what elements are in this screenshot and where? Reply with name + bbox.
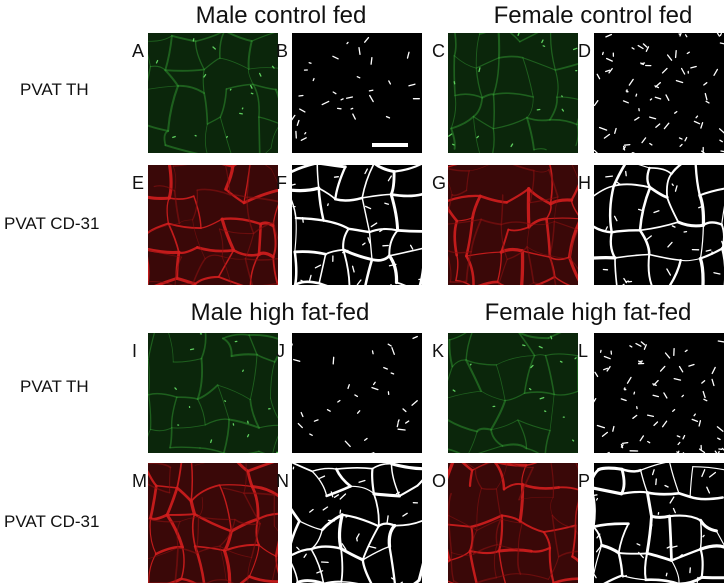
row-label-th-1: PVAT TH	[20, 80, 89, 100]
panel-letter-c: C	[432, 41, 445, 61]
panel-letter-e: E	[132, 173, 144, 193]
panel-letter-a: A	[132, 41, 144, 61]
panel-letter-d: D	[578, 41, 591, 61]
panel-letter-f: F	[276, 173, 287, 193]
micrograph-panel-h	[594, 165, 724, 285]
row-label-cd31-2: PVAT CD-31	[4, 512, 99, 532]
micrograph-panel-j	[292, 333, 422, 453]
panel-letter-h: H	[578, 173, 591, 193]
micrograph-panel-c	[448, 33, 578, 153]
panel-letter-l: L	[578, 341, 588, 361]
row-label-cd31-1: PVAT CD-31	[4, 214, 99, 234]
micrograph-panel-l	[594, 333, 724, 453]
micrograph-panel-m	[148, 463, 278, 583]
panel-letter-o: O	[432, 471, 446, 491]
header-male-control: Male control fed	[176, 2, 386, 30]
micrograph-panel-e	[148, 165, 278, 285]
panel-letter-m: M	[132, 471, 147, 491]
row-label-th-2: PVAT TH	[20, 377, 89, 397]
panel-letter-n: N	[276, 471, 289, 491]
micrograph-panel-p	[594, 463, 724, 583]
panel-letter-b: B	[276, 41, 288, 61]
header-male-hf: Male high fat-fed	[170, 299, 390, 327]
micrograph-panel-f	[292, 165, 422, 285]
header-female-control: Female control fed	[478, 2, 708, 30]
panel-letter-k: K	[432, 341, 444, 361]
panel-letter-p: P	[578, 471, 590, 491]
micrograph-panel-o	[448, 463, 578, 583]
micrograph-panel-a	[148, 33, 278, 153]
micrograph-panel-k	[448, 333, 578, 453]
panel-letter-g: G	[432, 173, 446, 193]
panel-letter-j: J	[276, 341, 285, 361]
panel-letter-i: I	[132, 341, 137, 361]
micrograph-panel-i	[148, 333, 278, 453]
micrograph-panel-n	[292, 463, 422, 583]
micrograph-panel-d	[594, 33, 724, 153]
header-female-hf: Female high fat-fed	[468, 299, 708, 327]
scale-bar	[372, 143, 408, 147]
micrograph-panel-b	[292, 33, 422, 153]
micrograph-panel-g	[448, 165, 578, 285]
